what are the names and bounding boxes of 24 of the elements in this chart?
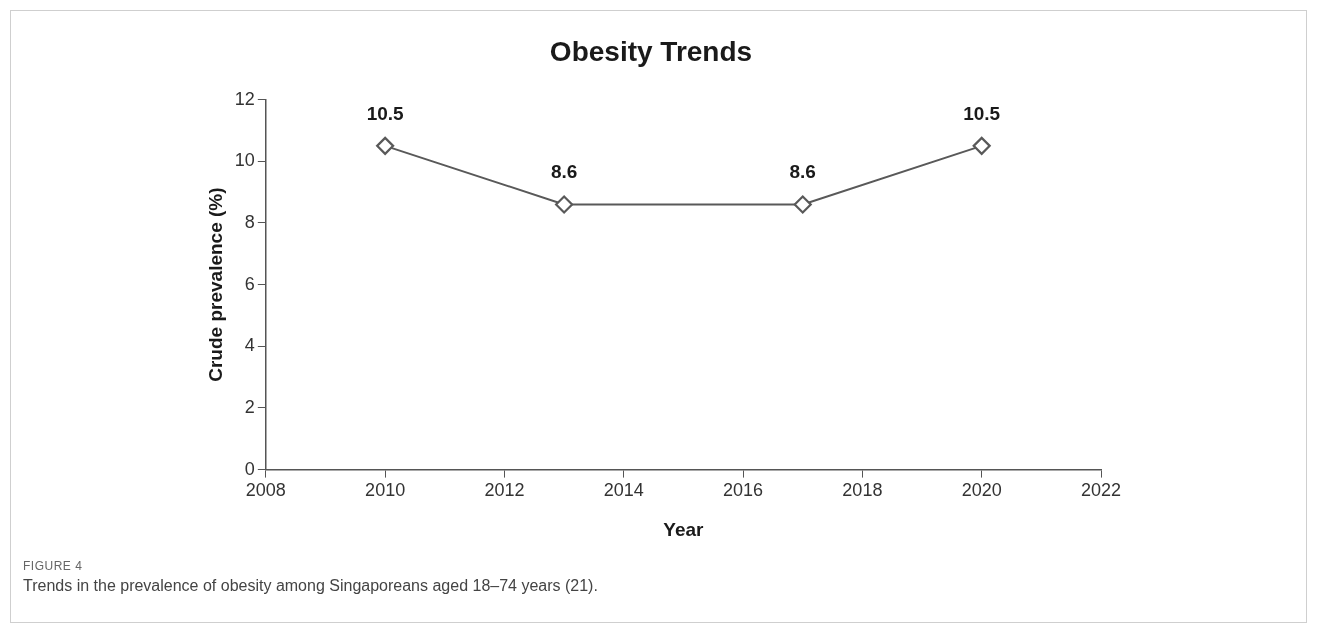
x-tick-label: 2018 xyxy=(842,480,883,501)
y-tick-label: 8 xyxy=(244,211,255,232)
x-tick-label: 2016 xyxy=(723,480,764,501)
data-label: 10.5 xyxy=(963,102,1001,124)
y-axis-title: Crude prevalence (%) xyxy=(204,187,226,382)
text: Trends in the prevalence of obesity among Singaporeans aged 18–74 years (21). xyxy=(23,577,598,595)
x-tick-label: 2014 xyxy=(603,480,644,501)
x-tick-label: 2020 xyxy=(961,480,1002,501)
y-tick-label: 12 xyxy=(234,88,255,109)
y-tick-label: 0 xyxy=(244,458,255,479)
chart-title: Obesity Trends xyxy=(549,35,753,67)
caption: FIGURE 4 xyxy=(23,559,84,573)
x-tick-label: 2010 xyxy=(365,480,406,501)
data-label: 8.6 xyxy=(550,161,578,183)
data-label: 8.6 xyxy=(789,161,816,183)
y-tick-label: 10 xyxy=(234,150,255,171)
y-tick-label: 2 xyxy=(244,396,255,417)
data-label: 10.5 xyxy=(366,102,405,124)
x-tick-label: 2012 xyxy=(484,480,525,501)
x-tick-label: 2022 xyxy=(1080,480,1122,501)
y-tick-label: 6 xyxy=(244,273,255,294)
y-tick-label: 4 xyxy=(244,335,255,356)
x-axis-title: Year xyxy=(663,518,705,540)
x-tick-label: 2008 xyxy=(245,480,286,501)
